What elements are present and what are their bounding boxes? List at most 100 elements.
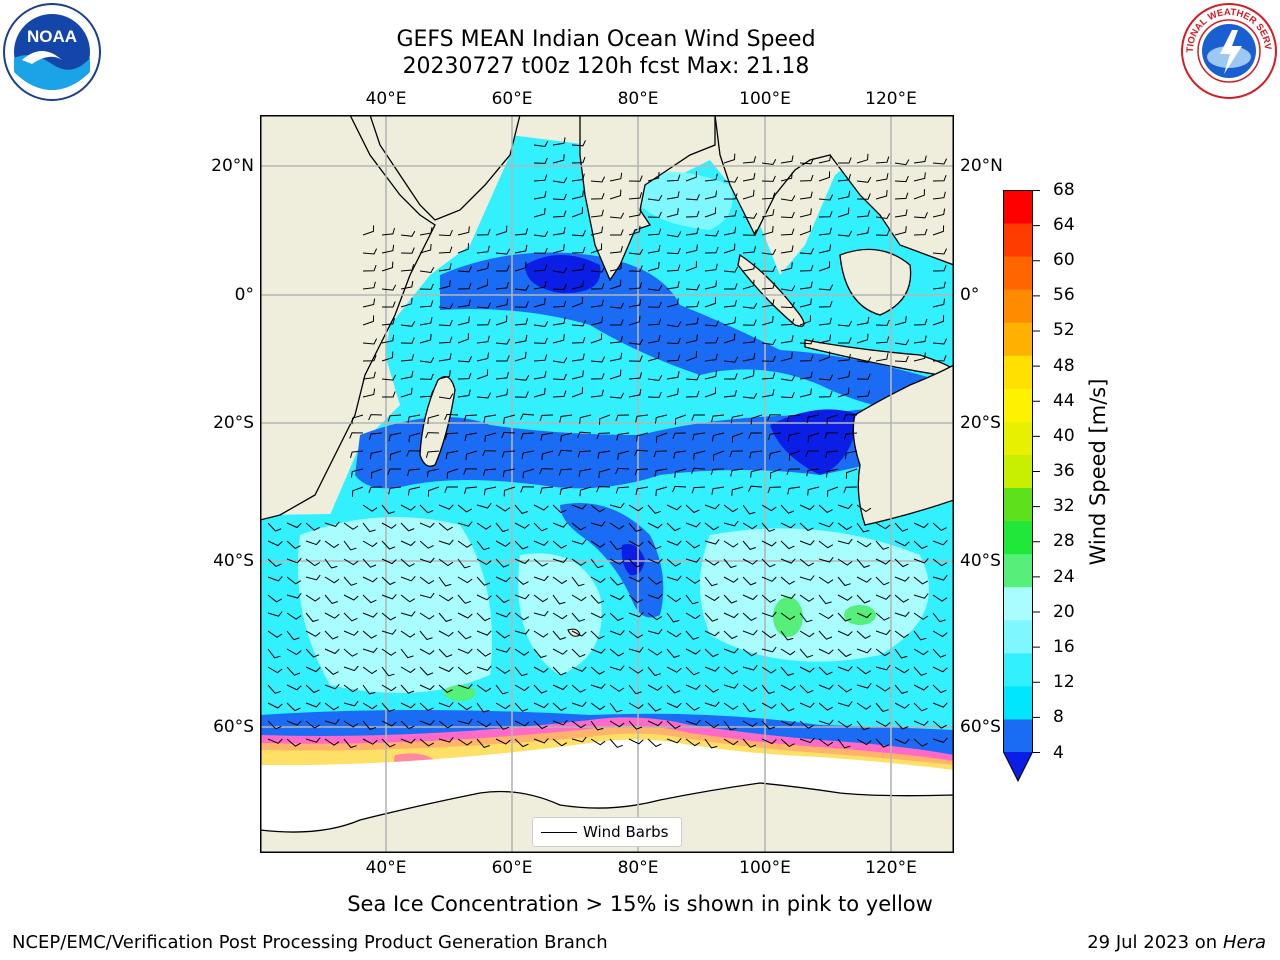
wind-barb [616,432,630,441]
wind-barb [894,522,909,532]
wind-barb [799,315,811,326]
colorbar-bin-48-52 [1003,322,1033,356]
wind-barb [742,540,756,550]
colorbar-tick-52: 52 [1053,320,1075,340]
wind-barb [400,575,416,582]
wind-barb [628,630,644,639]
wind-barb [932,737,948,743]
wind-barb [685,227,699,236]
wind-barb [731,486,744,496]
wind-barb [691,486,706,494]
wind-barb [343,720,359,728]
wind-barb [552,300,567,308]
wind-barb [837,370,851,380]
wind-band-equatorial [440,252,954,415]
wind-barb [750,468,763,478]
wind-barb [381,374,397,381]
noaa-logo: NOAA [2,2,102,102]
colorbar-tick-32: 32 [1053,496,1075,516]
wind-barb [533,684,548,694]
wind-barb [856,333,869,344]
wind-barb [742,319,757,326]
wind-barb [400,230,416,237]
wind-barb [427,414,440,425]
wind-barb [818,576,834,584]
wind-barb [673,450,687,459]
wind-barb [723,738,739,746]
wind-barb [438,319,453,327]
wind-barb [571,630,587,637]
wind-barb [634,449,649,456]
wind-barb [438,720,454,729]
wind-barb [305,648,320,658]
wind-barb [400,610,416,617]
wind-barb [913,318,928,326]
wind-barb [818,702,833,711]
wind-barb [590,540,606,548]
wind-barb [559,414,573,423]
wind-barb [818,154,832,164]
gale-patch-east-1 [773,597,803,637]
wind-barb [685,738,701,747]
wind-barb [666,684,681,694]
wind-barb [552,210,567,218]
wind-barb [780,558,796,564]
wind-barb [305,522,320,531]
wind-barb [894,316,907,326]
wind-barb [799,208,812,218]
wind-barb [400,684,415,694]
wind-barb [514,593,530,600]
wind-barb [267,738,283,744]
wind-barb [666,231,682,238]
wind-barb [552,630,566,640]
wind-barb [476,612,491,622]
wind-barb [761,355,776,362]
wind-barb [400,720,415,730]
wind-barb [305,558,321,567]
wind-barb [590,594,605,604]
wind-barb [552,177,568,184]
wind-barb [761,339,777,346]
wind-barb [267,684,282,694]
wind-barb [647,576,662,585]
wind-barb [438,594,454,602]
wind-barb [761,504,777,512]
wind-barb [457,504,473,513]
wind-barb [818,738,834,747]
wind-barb [723,594,738,604]
strong-wind-zone-central [518,553,602,675]
wind-barb [590,666,605,675]
wind-barb [856,504,872,513]
wind-barb [666,354,681,362]
wind-barb [704,190,718,200]
wind-barb [742,648,758,657]
wind-barb [324,558,338,569]
wind-barb [913,648,929,656]
wind-barb [799,174,814,182]
wind-barb [419,702,434,712]
wind-barb [856,702,872,710]
wind-barb [723,299,737,308]
wind-barb [704,503,720,510]
wind-barb [400,666,416,674]
wind-barb [552,719,568,726]
wind-barb [628,558,643,568]
wind-barb [628,738,644,745]
wind-barb [533,174,548,182]
wind-barb [647,666,661,677]
wind-barb [476,648,491,657]
wind-barb [617,450,630,460]
wind-barb [590,226,604,236]
wind-barb [541,450,554,461]
lon-tick-bottom-40e: 40°E [365,858,407,878]
wind-barb [628,388,642,398]
wind-barb [685,684,701,690]
wind-barb [723,176,739,183]
wind-barb [267,720,282,730]
wind-barb [419,684,435,691]
wind-barb [666,264,681,272]
wind-barb [818,227,832,236]
wind-barb [666,247,681,255]
colorbar-tick-20: 20 [1053,602,1075,622]
wind-barb [476,369,489,380]
